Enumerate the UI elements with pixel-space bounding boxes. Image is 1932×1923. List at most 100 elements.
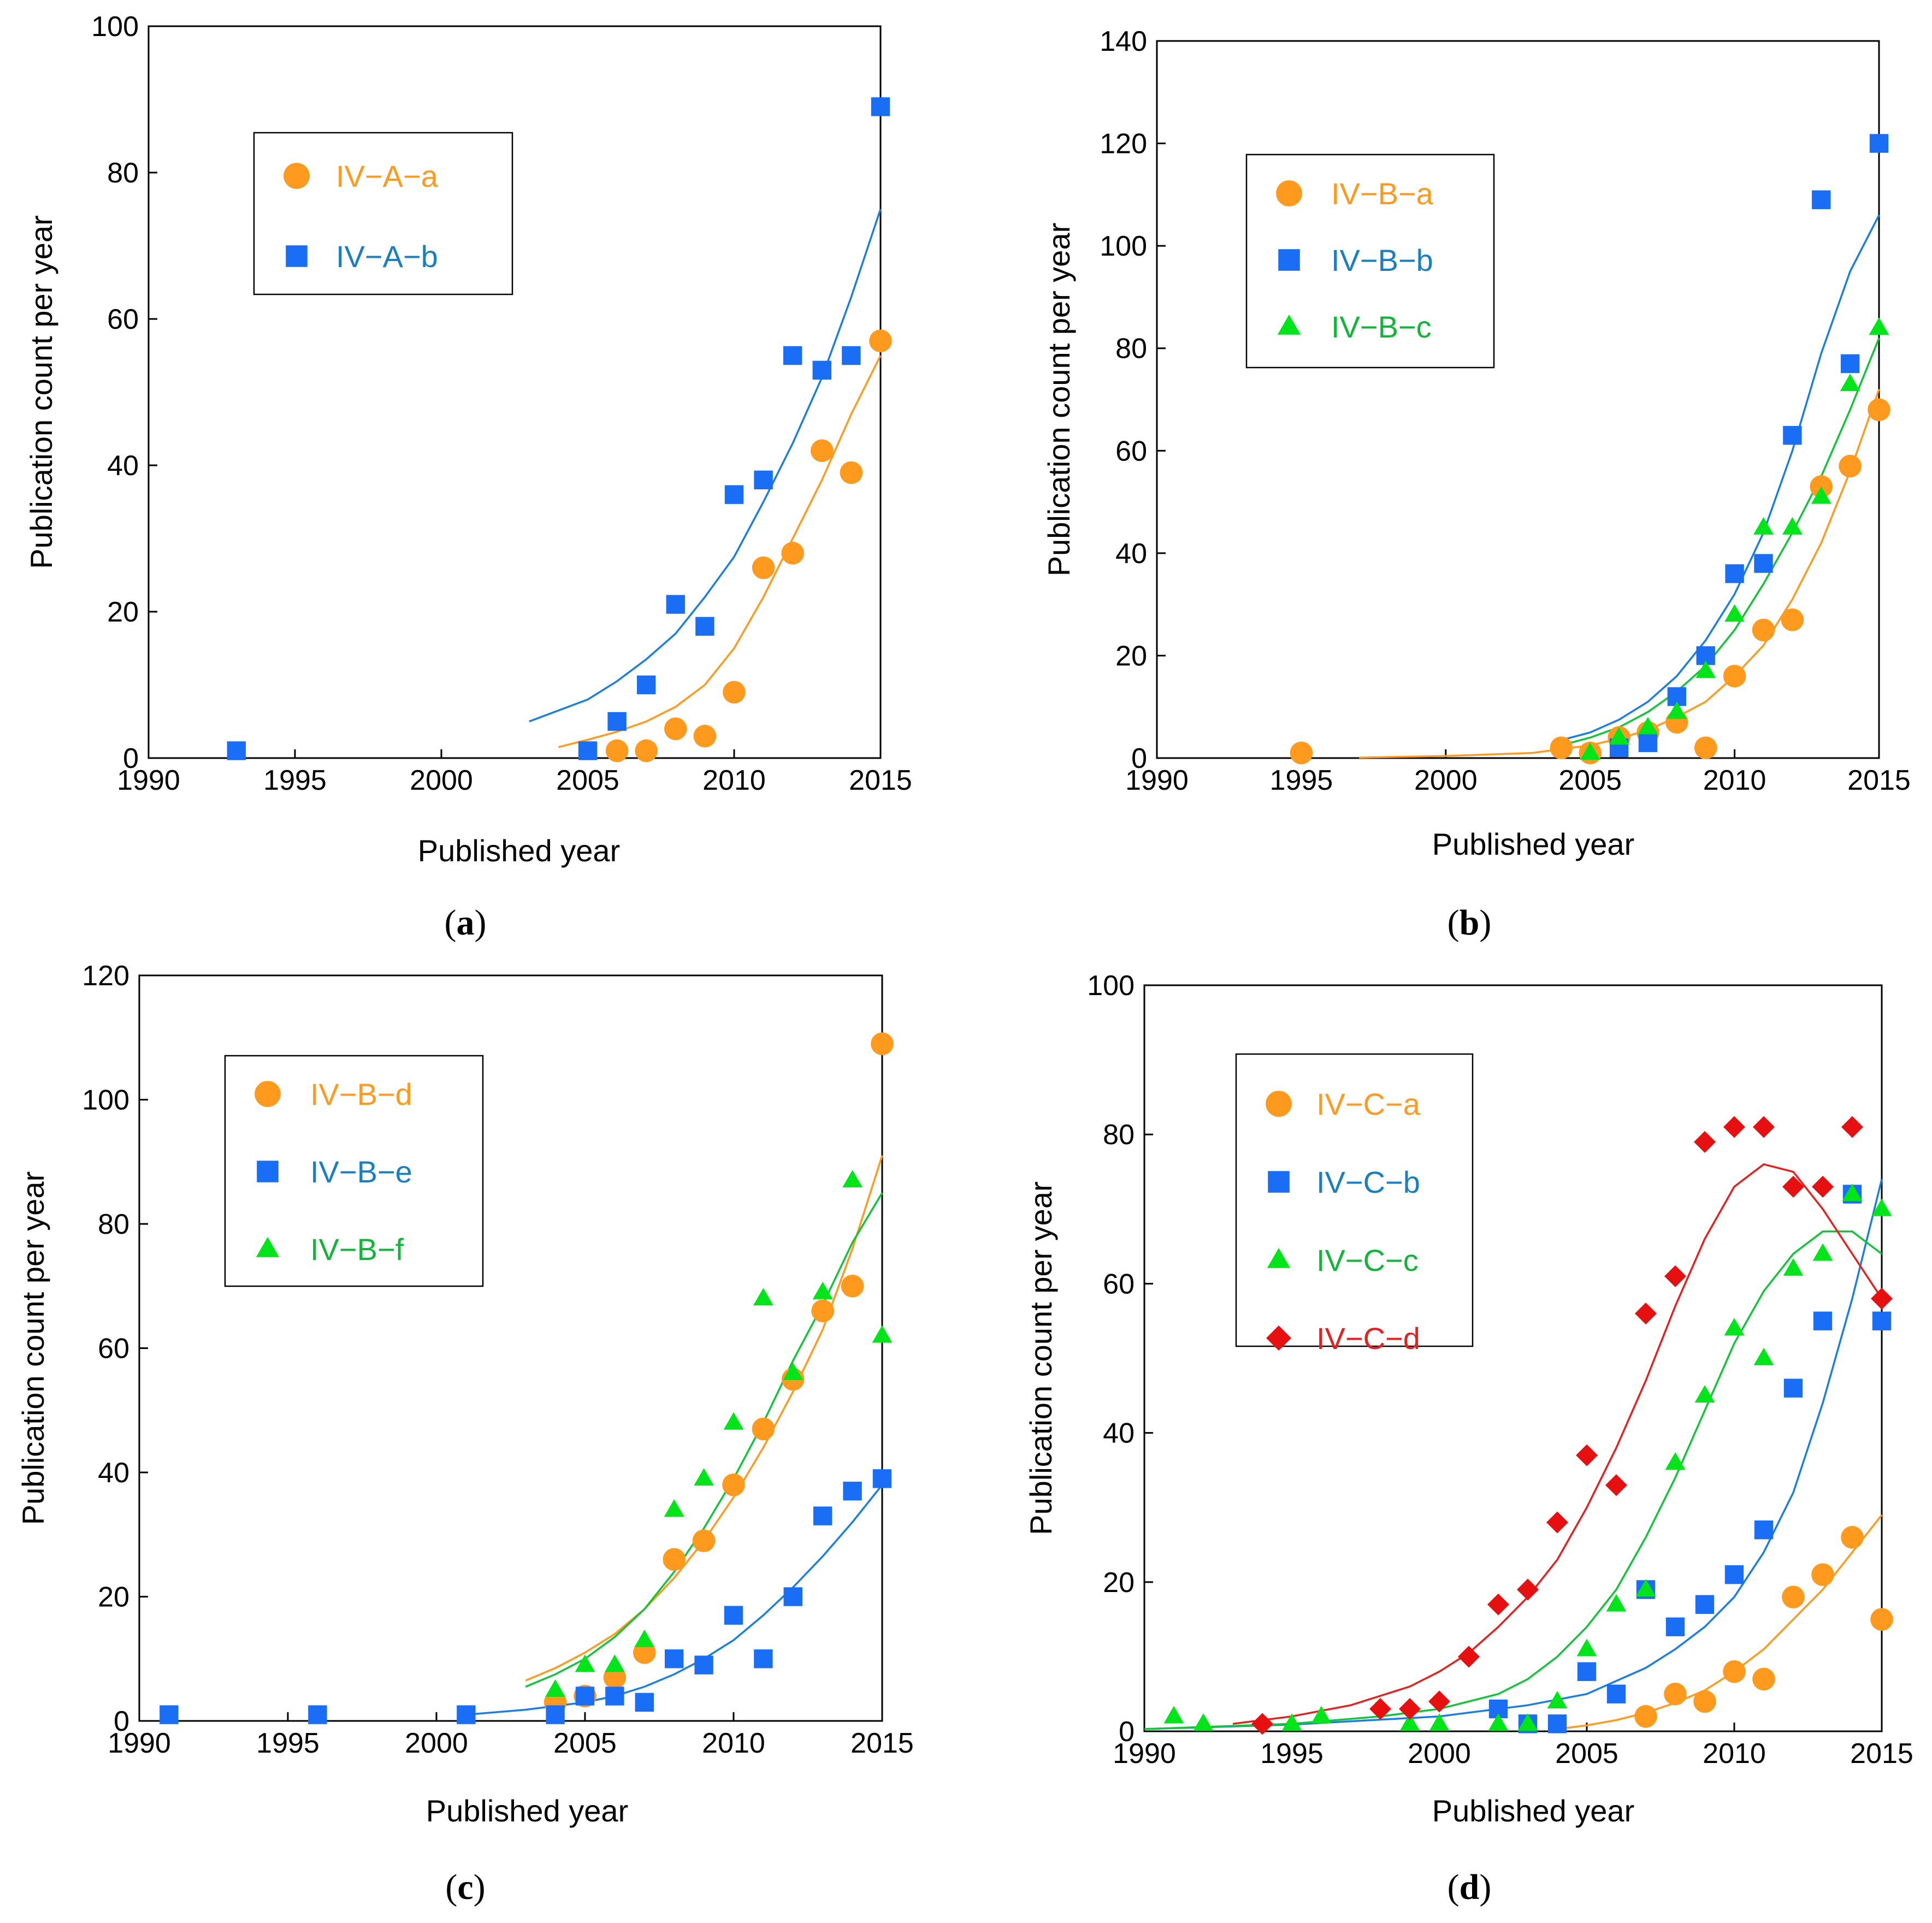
data-point bbox=[1163, 1706, 1184, 1724]
data-point bbox=[1606, 1594, 1627, 1612]
caption-paren-close: ) bbox=[475, 903, 487, 943]
data-point bbox=[1753, 1347, 1774, 1365]
data-point bbox=[159, 1705, 179, 1724]
data-point bbox=[1869, 317, 1889, 335]
data-point bbox=[869, 329, 892, 352]
data-point bbox=[871, 97, 890, 116]
panel-caption: (a) bbox=[445, 903, 487, 943]
data-point bbox=[308, 1705, 327, 1724]
legend-marker bbox=[286, 245, 308, 267]
y-axis-title: Publication count per year bbox=[16, 1171, 50, 1525]
data-point bbox=[1577, 1662, 1597, 1681]
legend-label: IV−C−c bbox=[1316, 1243, 1419, 1277]
data-point bbox=[723, 1412, 744, 1430]
y-tick-label: 100 bbox=[91, 11, 139, 43]
data-point bbox=[1869, 134, 1889, 153]
data-point bbox=[1638, 717, 1658, 735]
x-tick-label: 2000 bbox=[1414, 765, 1478, 796]
data-point bbox=[1550, 736, 1573, 760]
x-tick-label: 2005 bbox=[1558, 765, 1622, 796]
y-tick-label: 0 bbox=[1119, 1716, 1135, 1748]
x-tick-label: 1995 bbox=[1260, 1738, 1324, 1770]
y-tick-label: 100 bbox=[1087, 970, 1135, 1002]
data-point bbox=[1605, 1474, 1627, 1496]
data-point bbox=[1723, 665, 1746, 688]
data-point bbox=[1841, 1526, 1864, 1549]
y-tick-label: 100 bbox=[1100, 230, 1147, 262]
data-point bbox=[812, 1281, 833, 1299]
legend-marker bbox=[255, 1081, 281, 1107]
y-tick-label: 0 bbox=[1131, 743, 1147, 774]
data-point bbox=[1782, 1175, 1804, 1198]
data-point bbox=[752, 556, 775, 579]
legend-label: IV−C−a bbox=[1316, 1087, 1421, 1121]
data-point bbox=[1635, 1579, 1656, 1597]
legend-marker bbox=[1278, 249, 1300, 271]
data-point bbox=[227, 741, 246, 760]
y-tick-label: 40 bbox=[1115, 538, 1147, 570]
y-tick-label: 100 bbox=[82, 1085, 129, 1116]
caption-paren-open: ( bbox=[445, 903, 457, 943]
data-point bbox=[635, 739, 658, 762]
y-tick-label: 40 bbox=[1103, 1418, 1135, 1449]
y-tick-label: 20 bbox=[107, 596, 139, 628]
data-point bbox=[1781, 608, 1804, 631]
data-point bbox=[635, 1693, 654, 1712]
data-point bbox=[605, 1687, 624, 1706]
data-point bbox=[754, 1649, 773, 1668]
panel-caption: (b) bbox=[1447, 903, 1492, 943]
panel-a: 1990 1995 2000 2005 2010 2015 0 20 40 60 80 100 Publ… bbox=[24, 11, 912, 943]
data-point bbox=[783, 346, 802, 365]
y-tick-label: 80 bbox=[1115, 333, 1147, 365]
data-point bbox=[1695, 1595, 1715, 1614]
y-tick-label: 20 bbox=[98, 1582, 129, 1613]
data-point bbox=[1842, 1184, 1863, 1202]
legend-label: IV−B−c bbox=[1331, 310, 1432, 344]
fit-curve bbox=[558, 355, 882, 748]
data-point bbox=[575, 1687, 595, 1706]
fit-curve bbox=[1561, 215, 1880, 741]
x-tick-label: 2010 bbox=[702, 765, 766, 796]
legend-label: IV−B−e bbox=[310, 1155, 412, 1189]
x-tick-label: 2015 bbox=[850, 1727, 914, 1759]
data-point bbox=[693, 725, 717, 748]
data-point bbox=[1665, 1617, 1685, 1636]
legend-label: IV−A−b bbox=[336, 239, 438, 274]
data-point bbox=[1753, 517, 1774, 535]
data-point bbox=[1251, 1713, 1273, 1735]
data-point bbox=[1724, 604, 1745, 622]
data-point bbox=[1606, 1684, 1626, 1703]
data-point bbox=[1547, 1714, 1567, 1733]
data-point bbox=[663, 1548, 686, 1571]
y-tick-label: 80 bbox=[1103, 1119, 1135, 1151]
data-point bbox=[1872, 1311, 1892, 1330]
data-point bbox=[634, 1629, 655, 1647]
plot-frame bbox=[1143, 984, 1883, 1732]
data-point bbox=[1694, 736, 1717, 760]
data-point bbox=[1694, 1131, 1716, 1153]
data-point bbox=[605, 1654, 625, 1672]
data-point bbox=[1723, 1116, 1745, 1138]
data-point bbox=[811, 439, 834, 462]
data-point bbox=[457, 1705, 476, 1724]
data-point bbox=[1311, 1706, 1332, 1724]
data-point bbox=[1783, 1258, 1804, 1276]
legend-marker bbox=[1276, 180, 1302, 206]
data-point bbox=[1871, 1198, 1892, 1216]
legend-label: IV−B−b bbox=[1331, 243, 1433, 277]
plot-frame bbox=[147, 25, 882, 759]
y-tick-label: 80 bbox=[98, 1209, 129, 1240]
data-point bbox=[1664, 1682, 1687, 1706]
data-point bbox=[1724, 1318, 1745, 1336]
data-point bbox=[723, 681, 746, 704]
legend-marker bbox=[256, 1236, 280, 1257]
y-tick-label: 60 bbox=[1115, 435, 1147, 467]
data-point bbox=[637, 675, 656, 695]
legend-label: IV−C−d bbox=[1316, 1321, 1420, 1356]
x-tick-label: 2000 bbox=[1408, 1738, 1471, 1770]
data-point bbox=[1813, 1311, 1833, 1330]
fit-curve bbox=[1561, 338, 1880, 747]
data-point bbox=[575, 1654, 595, 1672]
data-point bbox=[1782, 517, 1803, 535]
